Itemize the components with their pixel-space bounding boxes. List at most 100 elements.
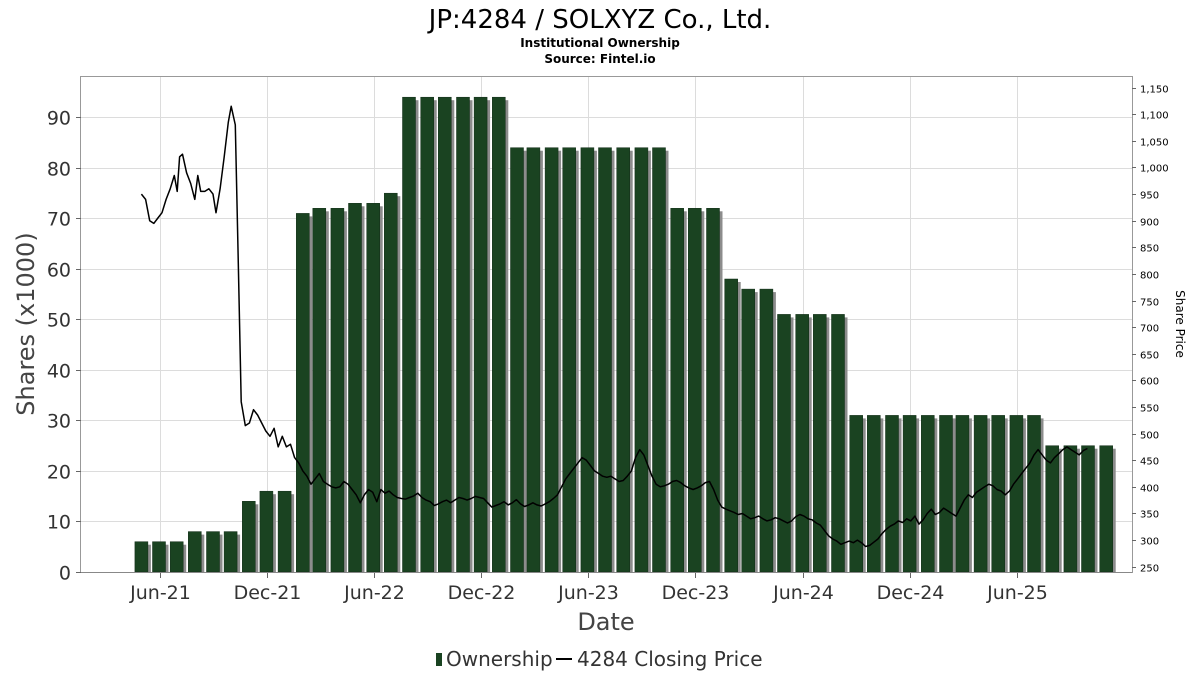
y-right-tick-label: 600 — [1140, 377, 1159, 388]
ownership-bar — [724, 278, 738, 573]
ownership-bar — [885, 415, 899, 573]
ownership-bar — [902, 415, 917, 573]
ownership-bar — [366, 203, 380, 573]
y-tick-label: 10 — [47, 512, 71, 534]
y-tick-label: 20 — [47, 462, 71, 484]
x-tick-label: Dec-22 — [448, 582, 516, 604]
y-right-tick-label: 1,000 — [1140, 164, 1169, 175]
y-right-tick-label: 1,050 — [1140, 138, 1169, 149]
x-tick-label: Dec-24 — [877, 582, 945, 604]
y-right-tick-label: 900 — [1140, 218, 1159, 229]
ownership-bar — [867, 415, 881, 573]
legend-price-label: 4284 Closing Price — [577, 647, 763, 671]
y-right-tick-label: 250 — [1140, 564, 1159, 575]
y-tick-label: 30 — [47, 411, 71, 433]
ownership-bar — [402, 96, 416, 573]
y-tick-label: 60 — [47, 260, 71, 282]
y-tick-label: 80 — [47, 159, 71, 181]
x-tick-label: Jun-22 — [343, 582, 405, 604]
ownership-bar — [1099, 445, 1113, 573]
y-right-tick-label: 550 — [1140, 404, 1159, 415]
chart-subtitle: Institutional Ownership — [520, 36, 680, 50]
ownership-bar — [206, 531, 220, 573]
legend: Ownership 4284 Closing Price — [436, 647, 763, 671]
legend-ownership-label: Ownership — [446, 647, 553, 671]
y-right-tick-label: 500 — [1140, 431, 1159, 442]
y-right-tick-label: 850 — [1140, 244, 1159, 255]
y-right-tick-label: 800 — [1140, 271, 1159, 282]
left-axis-ticks: 0 10 20 30 40 50 60 70 80 90 — [47, 108, 81, 585]
ownership-bar — [384, 192, 398, 573]
y-right-tick-label: 1,150 — [1140, 85, 1169, 96]
ownership-bar — [277, 490, 292, 573]
ownership-bar — [526, 147, 541, 573]
ownership-bar — [492, 96, 506, 573]
ownership-bar — [849, 415, 863, 573]
y-right-tick-label: 650 — [1140, 351, 1159, 362]
ownership-bar — [831, 314, 845, 573]
y-axis-title: Shares (x1000) — [12, 232, 40, 415]
ownership-bar — [312, 208, 327, 573]
ownership-bar — [652, 147, 666, 573]
ownership-bar — [544, 147, 559, 573]
y-tick-label: 40 — [47, 361, 71, 383]
ownership-bar — [777, 314, 791, 573]
x-tick-label: Jun-21 — [129, 582, 191, 604]
x-tick-label: Jun-25 — [986, 582, 1048, 604]
ownership-bar — [223, 531, 238, 573]
y-right-tick-label: 1,100 — [1140, 111, 1169, 122]
ownership-bar — [706, 208, 720, 573]
ownership-bar — [688, 208, 702, 573]
ownership-bar — [741, 288, 755, 573]
x-tick-label: Dec-21 — [234, 582, 302, 604]
ownership-bar — [510, 147, 524, 573]
y-right-tick-label: 950 — [1140, 191, 1159, 202]
x-tick-label: Jun-24 — [772, 582, 834, 604]
y-tick-label: 70 — [47, 209, 71, 231]
ownership-bar — [1027, 415, 1041, 573]
y-axis-right-title: Share Price — [1173, 290, 1187, 358]
ownership-bar — [348, 203, 362, 573]
price-line-path — [140, 105, 1088, 548]
x-tick-label: Jun-23 — [557, 582, 619, 604]
ownership-bar — [152, 541, 166, 573]
ownership-bar — [939, 415, 953, 573]
ownership-bar — [759, 288, 774, 573]
ownership-bar — [330, 208, 345, 573]
right-axis-ticks: 250 300 350 400 450 500 550 600 650 700 750 800 850 9… — [1132, 85, 1169, 575]
ownership-bar — [795, 314, 809, 573]
y-right-tick-label: 350 — [1140, 510, 1159, 521]
y-right-tick-label: 750 — [1140, 298, 1159, 309]
ownership-bar — [242, 501, 256, 573]
ownership-bar — [598, 147, 612, 573]
y-right-tick-label: 300 — [1140, 537, 1159, 548]
ownership-bar — [955, 415, 970, 573]
ownership-bar — [296, 213, 310, 573]
y-tick-label: 50 — [47, 310, 71, 332]
ownership-bar — [634, 147, 649, 573]
x-tick-label: Dec-23 — [662, 582, 730, 604]
price-line — [140, 105, 1088, 548]
x-axis-title: Date — [577, 608, 634, 636]
ownership-bar — [134, 541, 149, 573]
chart-source: Source: Fintel.io — [544, 52, 655, 66]
y-right-tick-label: 400 — [1140, 484, 1159, 495]
x-axis-ticks: Jun-21 Dec-21 Jun-22 Dec-22 Jun-23 Dec-23 Jun-… — [81, 572, 1132, 604]
y-tick-label: 0 — [59, 563, 71, 585]
ownership-bar — [1009, 415, 1024, 573]
y-tick-label: 90 — [47, 108, 71, 130]
y-right-tick-label: 700 — [1140, 324, 1159, 335]
ownership-bar — [169, 541, 184, 573]
ownership-bar — [188, 531, 202, 573]
legend-ownership-swatch — [436, 653, 442, 666]
y-right-tick-label: 450 — [1140, 457, 1159, 468]
ownership-bar — [670, 208, 684, 573]
ownership-bar — [259, 490, 274, 573]
ownership-bar — [1063, 445, 1078, 573]
ownership-bar — [580, 147, 595, 573]
ownership-bar — [562, 147, 576, 573]
ownership-bar — [1045, 445, 1059, 573]
ownership-bar — [921, 415, 935, 573]
ownership-bar — [1081, 445, 1095, 573]
